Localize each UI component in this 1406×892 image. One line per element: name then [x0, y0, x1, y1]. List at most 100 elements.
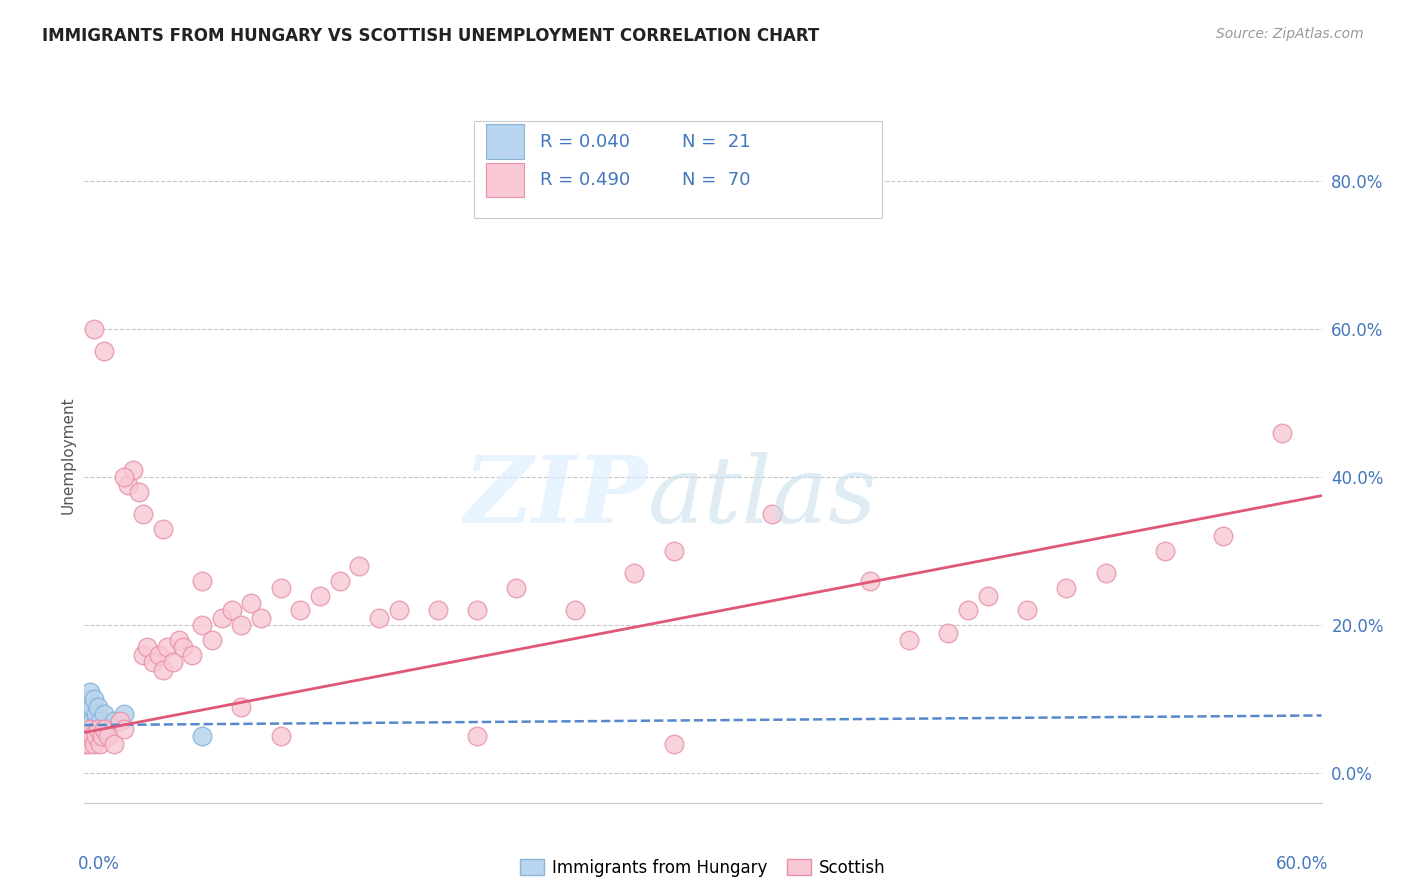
Point	[1094, 566, 1116, 581]
Y-axis label: Unemployment: Unemployment	[60, 396, 76, 514]
Point	[87, 722, 110, 736]
Text: R = 0.490: R = 0.490	[540, 171, 630, 189]
Text: 0.0%: 0.0%	[79, 855, 120, 873]
Point	[465, 603, 488, 617]
Point	[152, 663, 174, 677]
Point	[82, 729, 104, 743]
Point	[270, 581, 292, 595]
Point	[231, 618, 253, 632]
Point	[1153, 544, 1175, 558]
Point	[87, 699, 110, 714]
FancyBboxPatch shape	[474, 121, 883, 219]
Point	[181, 648, 204, 662]
Point	[83, 737, 105, 751]
Point	[128, 484, 150, 499]
Point	[426, 603, 449, 617]
Point	[977, 589, 1000, 603]
Point	[1054, 581, 1077, 595]
Point	[142, 655, 165, 669]
Point	[156, 640, 179, 655]
Point	[623, 566, 645, 581]
Point	[77, 737, 100, 751]
Point	[191, 618, 214, 632]
Point	[162, 655, 184, 669]
Point	[240, 596, 263, 610]
Point	[82, 699, 104, 714]
Point	[465, 729, 488, 743]
Point	[898, 632, 921, 647]
Point	[93, 706, 115, 721]
Point	[91, 729, 114, 743]
Point	[84, 714, 107, 729]
Point	[87, 722, 110, 736]
Point	[152, 522, 174, 536]
Point	[662, 737, 685, 751]
Point	[290, 603, 312, 617]
Point	[349, 558, 371, 573]
Point	[309, 589, 332, 603]
Point	[211, 611, 233, 625]
Point	[117, 477, 139, 491]
Point	[73, 729, 96, 743]
Point	[859, 574, 882, 588]
Point	[112, 706, 135, 721]
Point	[77, 692, 100, 706]
Point	[89, 714, 111, 729]
Text: ZIP: ZIP	[463, 451, 647, 541]
Text: N =  70: N = 70	[682, 171, 751, 189]
Point	[191, 574, 214, 588]
Text: atlas: atlas	[647, 451, 877, 541]
Point	[73, 737, 96, 751]
Point	[83, 692, 105, 706]
Point	[148, 648, 170, 662]
Point	[329, 574, 352, 588]
Point	[957, 603, 980, 617]
Point	[84, 706, 107, 721]
Text: N =  21: N = 21	[682, 133, 751, 151]
Text: 60.0%: 60.0%	[1275, 855, 1327, 873]
Point	[79, 685, 101, 699]
Point	[172, 640, 194, 655]
Point	[1015, 603, 1038, 617]
Point	[270, 729, 292, 743]
Point	[221, 603, 243, 617]
Point	[75, 714, 97, 729]
Point	[250, 611, 273, 625]
Point	[1271, 425, 1294, 440]
Point	[83, 322, 105, 336]
Point	[1212, 529, 1234, 543]
Point	[662, 544, 685, 558]
Point	[79, 722, 101, 736]
Point	[77, 722, 100, 736]
Point	[564, 603, 586, 617]
FancyBboxPatch shape	[486, 124, 523, 159]
FancyBboxPatch shape	[486, 162, 523, 197]
Point	[75, 699, 97, 714]
Point	[938, 625, 960, 640]
Text: IMMIGRANTS FROM HUNGARY VS SCOTTISH UNEMPLOYMENT CORRELATION CHART: IMMIGRANTS FROM HUNGARY VS SCOTTISH UNEM…	[42, 27, 820, 45]
Point	[112, 470, 135, 484]
Point	[112, 722, 135, 736]
Point	[103, 737, 125, 751]
Point	[82, 714, 104, 729]
Point	[132, 507, 155, 521]
Point	[93, 722, 115, 736]
Point	[89, 737, 111, 751]
Point	[191, 729, 214, 743]
Point	[75, 729, 97, 743]
Point	[103, 714, 125, 729]
Text: R = 0.040: R = 0.040	[540, 133, 630, 151]
Point	[167, 632, 190, 647]
Point	[93, 344, 115, 359]
Point	[368, 611, 391, 625]
Point	[132, 648, 155, 662]
Point	[387, 603, 409, 617]
Point	[761, 507, 783, 521]
Point	[108, 714, 131, 729]
Point	[97, 729, 120, 743]
Point	[136, 640, 159, 655]
Point	[84, 729, 107, 743]
Text: Source: ZipAtlas.com: Source: ZipAtlas.com	[1216, 27, 1364, 41]
Legend: Immigrants from Hungary, Scottish: Immigrants from Hungary, Scottish	[512, 850, 894, 885]
Point	[201, 632, 224, 647]
